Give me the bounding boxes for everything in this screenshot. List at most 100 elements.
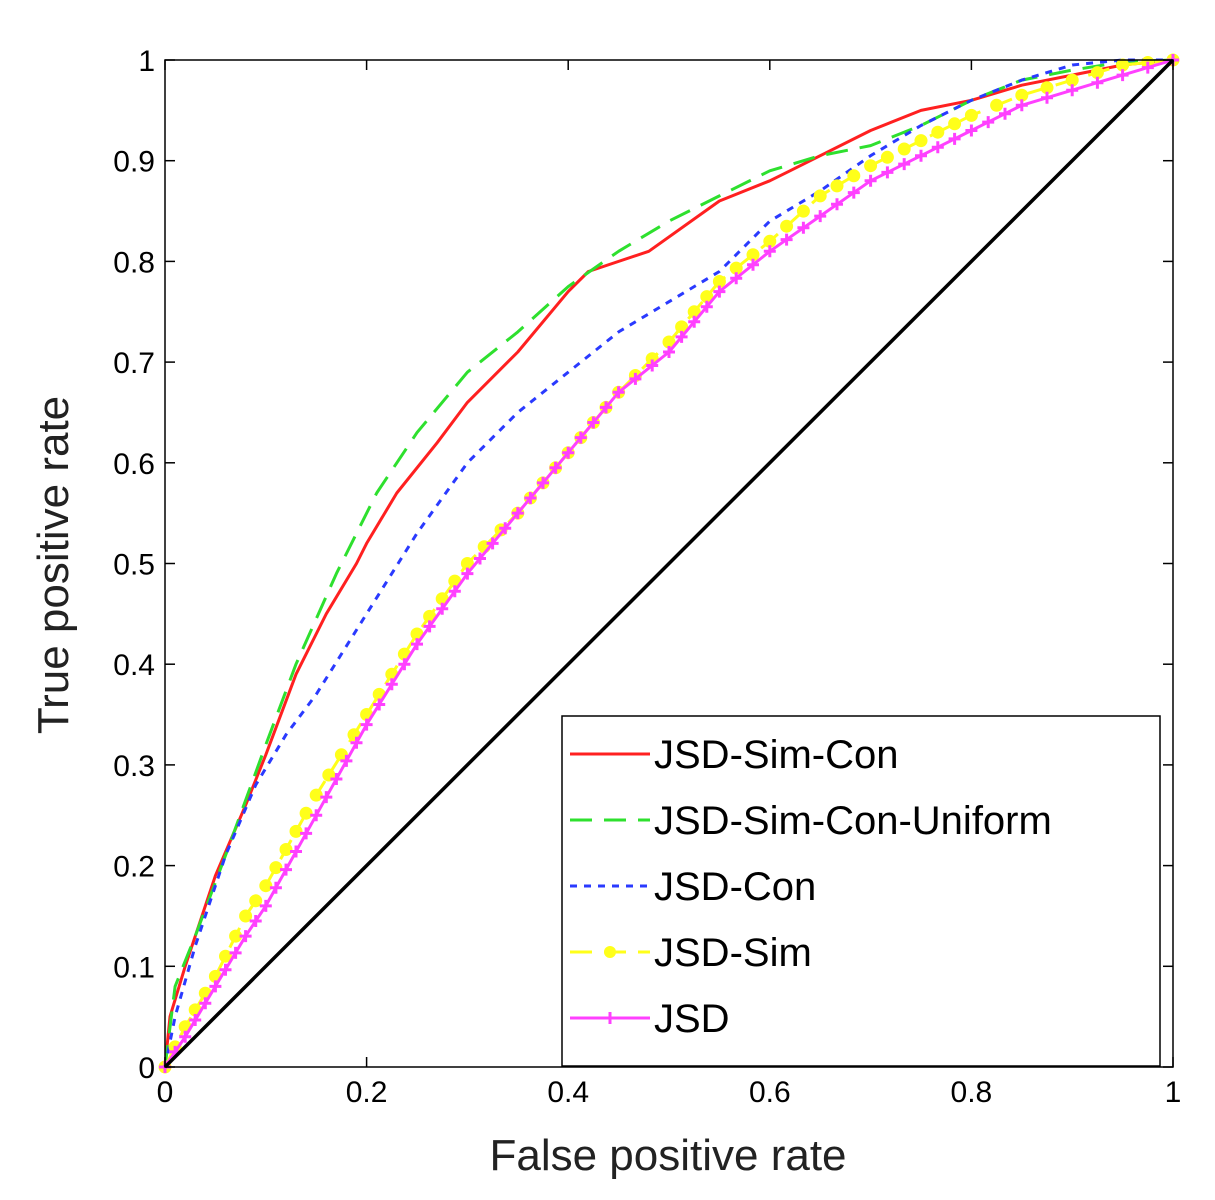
series-marker-4 bbox=[269, 881, 282, 894]
series-marker-4 bbox=[948, 132, 961, 145]
y-tick-label: 0.6 bbox=[113, 448, 155, 481]
series-marker-4 bbox=[831, 198, 843, 211]
series-marker-3 bbox=[289, 824, 303, 838]
y-tick-label: 0.9 bbox=[113, 146, 155, 179]
series-marker-3 bbox=[897, 142, 911, 156]
series-marker-4 bbox=[330, 773, 343, 785]
legend-marker bbox=[604, 1012, 616, 1024]
series-marker-4 bbox=[931, 141, 944, 154]
legend-label: JSD-Sim-Con-Uniform bbox=[654, 799, 1052, 843]
series-marker-4 bbox=[290, 845, 302, 858]
series-marker-3 bbox=[269, 861, 283, 875]
y-tick-label: 0.3 bbox=[113, 750, 155, 783]
y-tick-label: 0.1 bbox=[113, 951, 155, 984]
x-tick-label: 0 bbox=[157, 1076, 174, 1109]
series-marker-4 bbox=[249, 915, 262, 927]
series-layer bbox=[158, 53, 1180, 1074]
x-axis-title: False positive rate bbox=[489, 1131, 846, 1180]
series-marker-3 bbox=[219, 949, 232, 963]
y-tick-label: 0.8 bbox=[113, 246, 155, 279]
series-marker-4 bbox=[982, 116, 995, 129]
series-marker-4 bbox=[511, 507, 524, 520]
series-marker-4 bbox=[574, 431, 587, 444]
series-marker-4 bbox=[360, 718, 373, 731]
series-marker-4 bbox=[461, 567, 474, 580]
series-marker-4 bbox=[562, 446, 575, 459]
x-tick-label: 0.2 bbox=[346, 1076, 388, 1109]
series-marker-3 bbox=[880, 150, 894, 164]
legend-label: JSD-Sim bbox=[654, 931, 812, 975]
series-marker-4 bbox=[436, 602, 449, 615]
series-marker-3 bbox=[796, 204, 810, 218]
x-tick-label: 0.6 bbox=[749, 1076, 791, 1109]
series-marker-4 bbox=[179, 1030, 192, 1043]
y-axis-title: True positive rate bbox=[29, 396, 78, 734]
series-marker-4 bbox=[229, 946, 242, 959]
series-marker-3 bbox=[830, 179, 844, 193]
series-marker-4 bbox=[898, 158, 911, 171]
series-marker-4 bbox=[1141, 61, 1154, 74]
series-marker-4 bbox=[474, 552, 486, 565]
series-marker-4 bbox=[646, 359, 659, 372]
series-marker-4 bbox=[310, 809, 323, 822]
series-marker-4 bbox=[1041, 91, 1053, 104]
series-marker-4 bbox=[423, 620, 436, 633]
x-tick-label: 0.4 bbox=[547, 1076, 589, 1109]
series-marker-3 bbox=[864, 159, 878, 173]
series-marker-4 bbox=[730, 272, 743, 285]
legend-label: JSD bbox=[654, 997, 730, 1041]
series-marker-3 bbox=[309, 788, 323, 802]
series-marker-4 bbox=[280, 863, 292, 876]
series-marker-4 bbox=[1091, 76, 1104, 89]
series-marker-3 bbox=[948, 117, 962, 131]
series-marker-4 bbox=[629, 372, 642, 385]
series-marker-4 bbox=[965, 124, 978, 137]
series-marker-4 bbox=[1015, 99, 1028, 112]
series-marker-4 bbox=[780, 233, 793, 246]
y-tick-label: 0.7 bbox=[113, 347, 155, 380]
series-marker-4 bbox=[864, 174, 877, 187]
series-marker-4 bbox=[814, 210, 827, 223]
series-marker-4 bbox=[663, 346, 675, 358]
series-marker-4 bbox=[398, 658, 411, 671]
legend-marker bbox=[604, 946, 616, 958]
series-marker-3 bbox=[259, 879, 273, 893]
x-tick-label: 1 bbox=[1165, 1076, 1182, 1109]
series-marker-4 bbox=[915, 149, 927, 162]
series-marker-3 bbox=[279, 843, 293, 856]
series-marker-3 bbox=[239, 909, 253, 923]
series-marker-3 bbox=[780, 219, 794, 233]
legend-label: JSD-Con bbox=[654, 865, 816, 909]
series-marker-4 bbox=[1066, 84, 1079, 97]
series-marker-4 bbox=[1116, 69, 1129, 82]
series-marker-4 bbox=[385, 678, 398, 691]
series-marker-4 bbox=[259, 899, 272, 912]
series-marker-4 bbox=[797, 221, 810, 234]
series-marker-3 bbox=[990, 98, 1004, 112]
series-marker-4 bbox=[320, 791, 333, 804]
series-marker-4 bbox=[524, 492, 537, 504]
series-marker-3 bbox=[299, 806, 313, 820]
axes-layer: 0 0.2 0.4 0.6 0.8 1 0 0.1 0.2 0.3 0.4 0.5 0.6 0.7 0.8 0… bbox=[113, 45, 1181, 1109]
series-marker-4 bbox=[713, 285, 726, 298]
legend-box bbox=[561, 715, 1161, 1067]
series-marker-3 bbox=[964, 108, 978, 122]
y-tick-label: 0 bbox=[138, 1052, 155, 1085]
y-tick-label: 0.4 bbox=[113, 649, 155, 682]
series-marker-4 bbox=[448, 585, 461, 598]
series-marker-4 bbox=[189, 1014, 202, 1026]
series-marker-3 bbox=[914, 134, 928, 148]
series-line-2 bbox=[163, 58, 1173, 1068]
series-marker-4 bbox=[300, 827, 313, 840]
diagonal-reference-line bbox=[163, 58, 1175, 1069]
series-marker-4 bbox=[763, 245, 776, 258]
y-tick-label: 0.5 bbox=[113, 549, 155, 582]
series-marker-4 bbox=[612, 386, 625, 399]
series-marker-4 bbox=[411, 638, 423, 651]
series-marker-4 bbox=[537, 476, 549, 489]
series-marker-4 bbox=[847, 186, 860, 199]
series-line-1 bbox=[163, 58, 1174, 1068]
series-marker-4 bbox=[600, 401, 612, 414]
series-marker-4 bbox=[199, 997, 212, 1010]
